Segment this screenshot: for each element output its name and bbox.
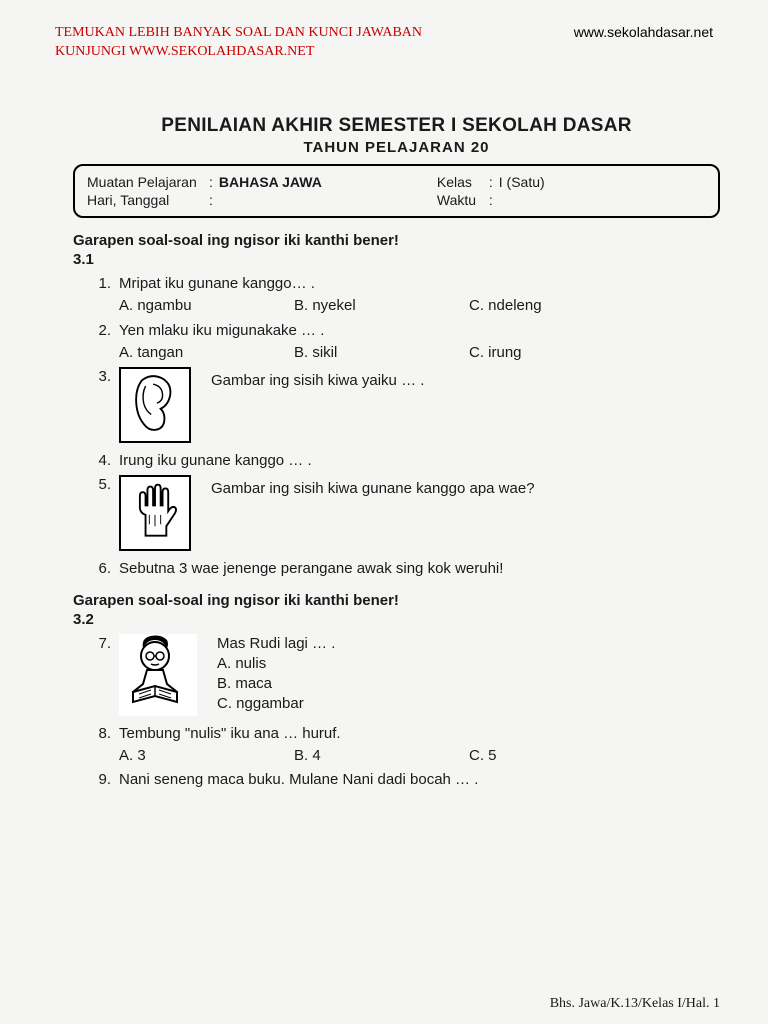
q2-text: Yen mlaku iku migunakake … . bbox=[119, 321, 720, 341]
question-9: 9. Nani seneng maca buku. Mulane Nani da… bbox=[93, 770, 720, 790]
info-left: Muatan Pelajaran : BAHASA JAWA Hari, Tan… bbox=[87, 172, 437, 210]
q1-opt-c: C. ndeleng bbox=[469, 296, 644, 316]
q8-opt-b: B. 4 bbox=[294, 746, 469, 766]
q7-opt-a: A. nulis bbox=[217, 654, 335, 674]
question-1: 1. Mripat iku gunane kanggo… . A. ngambu… bbox=[93, 274, 720, 317]
info-box: Muatan Pelajaran : BAHASA JAWA Hari, Tan… bbox=[73, 164, 720, 218]
instruction-2: Garapen soal-soal ing ngisor iki kanthi … bbox=[73, 592, 720, 609]
question-5: 5. Gambar ing sisih kiwa gunane kanggo a… bbox=[93, 475, 720, 551]
class-label: Kelas bbox=[437, 174, 489, 190]
q1-text: Mripat iku gunane kanggo… . bbox=[119, 274, 720, 294]
q8-text: Tembung "nulis" iku ana … huruf. bbox=[119, 724, 720, 744]
q5-num: 5. bbox=[93, 475, 119, 551]
date-label: Hari, Tanggal bbox=[87, 192, 209, 208]
time-label: Waktu bbox=[437, 192, 489, 208]
q7-text: Mas Rudi lagi … . bbox=[217, 634, 335, 654]
promo-text: TEMUKAN LEBIH BANYAK SOAL DAN KUNCI JAWA… bbox=[55, 24, 422, 62]
document-page: PENILAIAN AKHIR SEMESTER I SEKOLAH DASAR… bbox=[55, 95, 738, 1024]
q1-opt-b: B. nyekel bbox=[294, 296, 469, 316]
q9-num: 9. bbox=[93, 770, 119, 790]
question-3: 3. Gambar ing sisih kiwa yaiku … . bbox=[93, 367, 720, 443]
question-6: 6. Sebutna 3 wae jenenge perangane awak … bbox=[93, 559, 720, 579]
page-footer: Bhs. Jawa/K.13/Kelas I/Hal. 1 bbox=[550, 996, 720, 1012]
q4-num: 4. bbox=[93, 451, 119, 471]
promo-line1: TEMUKAN LEBIH BANYAK SOAL DAN KUNCI JAWA… bbox=[55, 24, 422, 43]
doc-title: PENILAIAN AKHIR SEMESTER I SEKOLAH DASAR bbox=[73, 115, 720, 137]
section-num-1: 3.1 bbox=[73, 251, 720, 268]
hand-icon bbox=[121, 477, 189, 549]
q7-opt-c: C. nggambar bbox=[217, 694, 335, 714]
ear-icon bbox=[121, 369, 189, 441]
q7-opt-b: B. maca bbox=[217, 674, 335, 694]
q1-num: 1. bbox=[93, 274, 119, 317]
boy-reading-icon bbox=[119, 634, 197, 716]
question-8: 8. Tembung "nulis" iku ana … huruf. A. 3… bbox=[93, 724, 720, 767]
header-overlay: TEMUKAN LEBIH BANYAK SOAL DAN KUNCI JAWA… bbox=[0, 24, 768, 62]
instruction-1: Garapen soal-soal ing ngisor iki kanthi … bbox=[73, 232, 720, 249]
q5-text: Gambar ing sisih kiwa gunane kanggo apa … bbox=[211, 475, 535, 499]
q1-opt-a: A. ngambu bbox=[119, 296, 294, 316]
q6-text: Sebutna 3 wae jenenge perangane awak sin… bbox=[119, 559, 720, 579]
doc-subtitle: TAHUN PELAJARAN 20 bbox=[73, 139, 720, 156]
boy-reading-image bbox=[119, 634, 197, 716]
q3-text: Gambar ing sisih kiwa yaiku … . bbox=[211, 367, 424, 391]
q8-opt-a: A. 3 bbox=[119, 746, 294, 766]
q8-num: 8. bbox=[93, 724, 119, 767]
q9-text: Nani seneng maca buku. Mulane Nani dadi … bbox=[119, 770, 720, 790]
q4-text: Irung iku gunane kanggo … . bbox=[119, 451, 720, 471]
q7-num: 7. bbox=[93, 634, 119, 716]
subject-value: BAHASA JAWA bbox=[219, 174, 322, 190]
site-url: www.sekolahdasar.net bbox=[574, 24, 713, 40]
q3-num: 3. bbox=[93, 367, 119, 443]
ear-image bbox=[119, 367, 191, 443]
class-value: I (Satu) bbox=[499, 174, 545, 190]
hand-image bbox=[119, 475, 191, 551]
q2-opt-c: C. irung bbox=[469, 343, 644, 363]
q2-opt-b: B. sikil bbox=[294, 343, 469, 363]
subject-label: Muatan Pelajaran bbox=[87, 174, 209, 190]
q2-opt-a: A. tangan bbox=[119, 343, 294, 363]
q8-opt-c: C. 5 bbox=[469, 746, 644, 766]
q6-num: 6. bbox=[93, 559, 119, 579]
question-2: 2. Yen mlaku iku migunakake … . A. tanga… bbox=[93, 321, 720, 364]
promo-line2: KUNJUNGI WWW.SEKOLAHDASAR.NET bbox=[55, 43, 422, 62]
q2-num: 2. bbox=[93, 321, 119, 364]
section-num-2: 3.2 bbox=[73, 611, 720, 628]
info-right: Kelas : I (Satu) Waktu : bbox=[437, 172, 706, 210]
question-4: 4. Irung iku gunane kanggo … . bbox=[93, 451, 720, 471]
question-7: 7. Ma bbox=[93, 634, 720, 716]
